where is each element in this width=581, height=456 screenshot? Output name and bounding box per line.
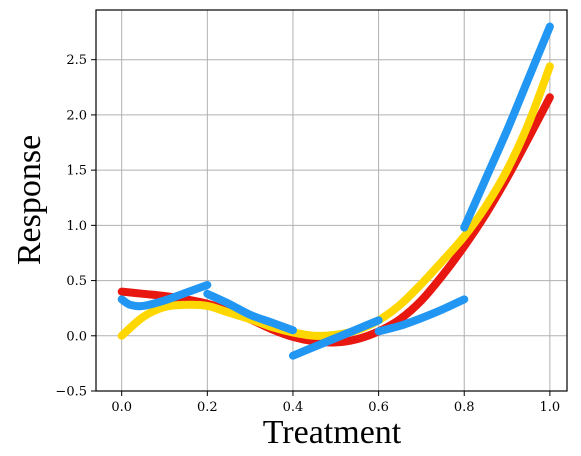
x-tick-label: 0.0 — [111, 400, 132, 415]
y-tick-label: 2.0 — [66, 108, 87, 123]
series-3-line-segment-2 — [203, 289, 297, 335]
series-3-line-segment-4 — [374, 295, 469, 336]
x-tick-label: 1.0 — [540, 400, 561, 415]
y-tick-label: 1.0 — [66, 219, 87, 234]
x-tick-label: 0.2 — [197, 400, 218, 415]
y-tick-label: 2.5 — [66, 53, 87, 68]
y-tick-label: −0.5 — [55, 385, 87, 400]
series-3-line-segment-3 — [288, 316, 383, 360]
plot-area — [95, 9, 568, 392]
x-ticks: 0.0 0.2 0.4 0.6 0.8 1.0 — [111, 391, 560, 415]
series-3-line-segment-1 — [117, 280, 212, 311]
y-tick-label: 0.5 — [66, 274, 87, 289]
plot-frame — [95, 9, 568, 392]
series-1-line — [117, 93, 554, 347]
series-layer — [117, 22, 554, 360]
y-tick-label: 0.0 — [66, 329, 87, 344]
x-tick-label: 0.4 — [283, 400, 304, 415]
x-tick-label: 0.8 — [454, 400, 475, 415]
x-tick-label: 0.6 — [368, 400, 389, 415]
y-ticks: −0.5 0.0 0.5 1.0 1.5 2.0 2.5 — [55, 53, 96, 400]
y-axis-title: Response — [11, 135, 48, 265]
y-tick-label: 1.5 — [66, 164, 87, 179]
series-3-line-segment-5 — [460, 22, 554, 232]
x-axis-title: Treatment — [263, 414, 402, 451]
